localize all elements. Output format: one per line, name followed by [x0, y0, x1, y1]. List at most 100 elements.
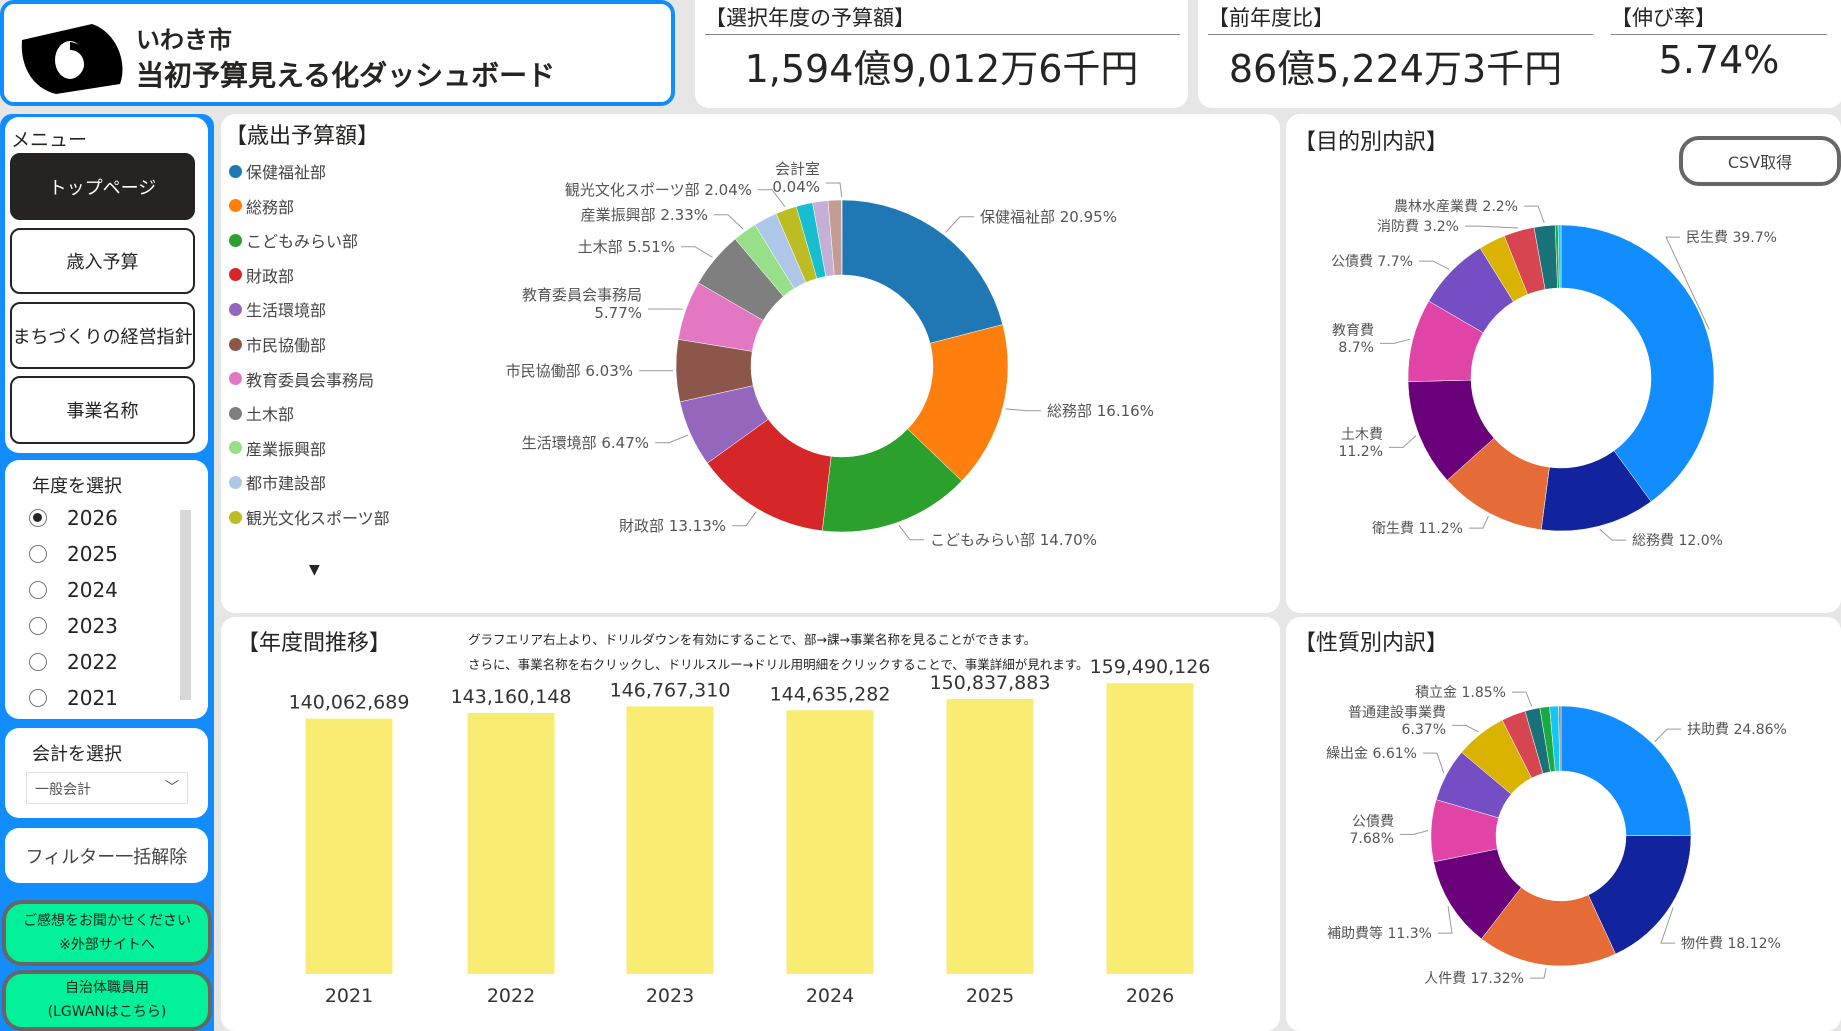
legend-dot-icon: [229, 510, 242, 524]
year-option-label: 2025: [67, 542, 118, 566]
year-option-2022[interactable]: 2022: [29, 650, 118, 674]
purpose-leader-line: [1389, 435, 1417, 448]
radio-button[interactable]: [29, 653, 47, 671]
trend-bar[interactable]: [305, 718, 393, 974]
trend-x-tick: 2023: [646, 985, 694, 1007]
nature-leader-line: [1530, 968, 1547, 979]
expenditure-data-label-name: 教育委員会事務局: [522, 286, 642, 304]
legend-item[interactable]: 生活環境部: [229, 297, 326, 321]
trend-data-label: 159,490,126: [1090, 656, 1211, 678]
purpose-data-label: 民生費 39.7%: [1686, 230, 1777, 246]
expenditure-data-label: 総務部 16.16%: [1047, 402, 1154, 420]
menu-top-page[interactable]: トップページ: [10, 153, 195, 220]
radio-button[interactable]: [29, 545, 47, 563]
legend-item[interactable]: 土木部: [229, 401, 294, 425]
purpose-data-label-name: 教育費: [1332, 323, 1374, 339]
expenditure-data-label: 市民協働部 6.03%: [506, 362, 633, 380]
legend-label: 都市建設部: [246, 474, 327, 494]
clear-filters-button[interactable]: フィルター一括解除: [5, 828, 208, 883]
expenditure-data-label: 土木部 5.51%: [578, 238, 675, 256]
trend-note-1: グラフエリア右上より、ドリルダウンを有効にすることで、部→課→事業名称を見ること…: [468, 632, 1037, 647]
kpi-label: 【前年度比】: [1208, 2, 1593, 35]
purpose-data-label-name: 土木費: [1341, 427, 1383, 443]
account-filter: 会計を選択 一般会計 ﹀: [5, 728, 208, 818]
expenditure-leader-line: [758, 189, 786, 208]
menu-revenue[interactable]: 歳入予算: [10, 228, 195, 294]
legend-item[interactable]: こどもみらい部: [229, 228, 358, 252]
nature-slice[interactable]: [1560, 705, 1692, 836]
year-option-label: 2024: [67, 578, 118, 602]
feedback-button[interactable]: ご感想をお聞かせください ※外部サイトへ: [2, 900, 212, 966]
expenditure-leader-line: [945, 216, 974, 233]
purpose-data-label-value: 8.7%: [1338, 340, 1374, 356]
year-option-label: 2021: [67, 686, 118, 710]
legend-item[interactable]: 保健福祉部: [229, 159, 326, 183]
legend-item[interactable]: 観光文化スポーツ部: [229, 505, 390, 529]
menu-management-policy[interactable]: まちづくりの経営指針: [10, 302, 195, 369]
purpose-data-label: 教育費 8.7%: [1332, 323, 1374, 356]
trend-x-tick: 2021: [325, 985, 373, 1007]
radio-button[interactable]: [29, 689, 47, 707]
nature-data-label: 普通建設事業費 6.37%: [1348, 705, 1446, 738]
radio-button[interactable]: [29, 509, 47, 527]
nature-slice[interactable]: [1558, 705, 1562, 772]
nature-leader-line: [1438, 906, 1453, 934]
csv-download-button[interactable]: CSV取得: [1679, 136, 1841, 186]
year-option-2021[interactable]: 2021: [29, 686, 118, 710]
radio-button[interactable]: [29, 581, 47, 599]
expenditure-data-label: 会計室 0.04%: [772, 160, 820, 196]
expenditure-data-label: 保健福祉部 20.95%: [980, 208, 1117, 226]
year-option-2025[interactable]: 2025: [29, 542, 118, 566]
nature-data-label-value: 7.68%: [1350, 831, 1394, 847]
year-option-2023[interactable]: 2023: [29, 614, 118, 638]
trend-bar[interactable]: [786, 710, 874, 974]
purpose-data-label: 公債費 7.7%: [1331, 254, 1413, 270]
year-option-2024[interactable]: 2024: [29, 578, 118, 602]
trend-bar[interactable]: [467, 712, 555, 974]
legend-label: 土木部: [246, 405, 295, 425]
expenditure-slice[interactable]: [841, 199, 1004, 344]
lgwan-button[interactable]: 自治体職員用 (LGWANはこちら): [2, 970, 212, 1031]
expenditure-leader-line: [1005, 408, 1041, 412]
legend-item[interactable]: 産業振興部: [229, 436, 326, 460]
account-select[interactable]: 一般会計 ﹀: [26, 772, 188, 804]
trend-bar[interactable]: [626, 706, 714, 974]
nature-data-label: 繰出金 6.61%: [1326, 746, 1417, 762]
iwaki-city-logo: [21, 24, 123, 94]
year-list-scrollbar[interactable]: [180, 510, 191, 700]
nature-title: 【性質別内訳】: [1294, 631, 1449, 656]
legend-dot-icon: [229, 302, 242, 316]
expenditure-data-label-value: 0.04%: [772, 178, 820, 196]
purpose-title: 【目的別内訳】: [1294, 130, 1449, 155]
trend-bar[interactable]: [1106, 683, 1194, 974]
nature-data-label: 公債費 7.68%: [1350, 814, 1394, 847]
legend-dot-icon: [229, 233, 242, 247]
expenditure-leader-line: [681, 246, 713, 258]
purpose-leader-line: [1524, 205, 1545, 224]
legend-label: 教育委員会事務局: [246, 370, 375, 390]
nature-leader-line: [1452, 724, 1479, 733]
trend-bar[interactable]: [946, 698, 1034, 974]
purpose-slice[interactable]: [1560, 224, 1715, 503]
feedback-line1: ご感想をお聞かせください: [23, 913, 191, 929]
year-option-2026[interactable]: 2026: [29, 506, 118, 530]
legend-item[interactable]: 財政部: [229, 263, 294, 287]
kpi-value: 86億5,224万3千円: [1228, 47, 1563, 91]
trend-data-label: 144,635,282: [770, 683, 891, 705]
radio-button[interactable]: [29, 617, 47, 635]
legend-item[interactable]: 都市建設部: [229, 470, 326, 494]
purpose-slice[interactable]: [1557, 224, 1562, 289]
legend-label: 観光文化スポーツ部: [246, 509, 390, 528]
legend-item[interactable]: 教育委員会事務局: [229, 367, 374, 391]
year-option-label: 2023: [67, 614, 118, 638]
legend-item[interactable]: 総務部: [229, 194, 294, 218]
legend-dot-icon: [229, 372, 242, 386]
legend-scroll-down-icon[interactable]: ▼: [309, 562, 320, 578]
year-option-label: 2022: [67, 650, 118, 674]
trend-panel: 【年度間推移】 グラフエリア右上より、ドリルダウンを有効にすることで、部→課→事…: [221, 617, 1280, 1031]
kpi-value: 5.74%: [1658, 38, 1780, 82]
nature-leader-line: [1400, 830, 1429, 835]
legend-item[interactable]: 市民協働部: [229, 332, 326, 356]
legend-dot-icon: [229, 268, 242, 282]
menu-project-names[interactable]: 事業名称: [10, 376, 195, 444]
